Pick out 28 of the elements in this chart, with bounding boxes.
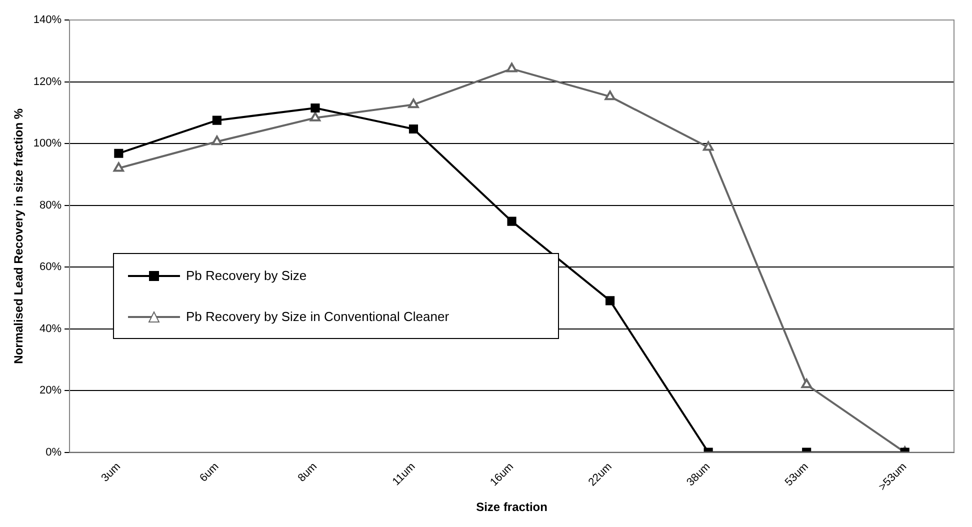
point bbox=[310, 112, 321, 122]
y-tick-label: 100% bbox=[33, 138, 62, 150]
legend-label: Pb Recovery by Size bbox=[186, 268, 307, 283]
y-tick-label: 80% bbox=[40, 199, 62, 212]
x-tick-label: 3um bbox=[99, 460, 123, 484]
y-tick-label: 120% bbox=[33, 76, 62, 88]
point bbox=[212, 136, 222, 146]
point bbox=[507, 216, 516, 226]
x-axis-title: Size fraction bbox=[476, 500, 548, 514]
y-tick-label: 0% bbox=[46, 446, 62, 458]
legend-label: Pb Recovery by Size in Conventional Cleaner bbox=[186, 309, 450, 324]
y-tick-label: 20% bbox=[40, 384, 62, 397]
point bbox=[604, 90, 616, 100]
point bbox=[506, 62, 518, 72]
x-tick-label: 6um bbox=[198, 460, 222, 484]
y-axis-title: Normalised Lead Recovery in size fraction % bbox=[12, 108, 26, 364]
point bbox=[113, 162, 124, 172]
point bbox=[801, 378, 812, 388]
point bbox=[702, 141, 714, 151]
point bbox=[408, 124, 418, 134]
y-tick-label: 60% bbox=[40, 261, 62, 274]
point bbox=[212, 116, 222, 125]
y-tick-label: 140% bbox=[33, 14, 62, 26]
x-tick-label: 8um bbox=[296, 460, 320, 484]
point bbox=[310, 103, 320, 113]
point bbox=[114, 148, 124, 158]
point bbox=[408, 98, 419, 108]
y-tick-label: 40% bbox=[40, 322, 62, 335]
